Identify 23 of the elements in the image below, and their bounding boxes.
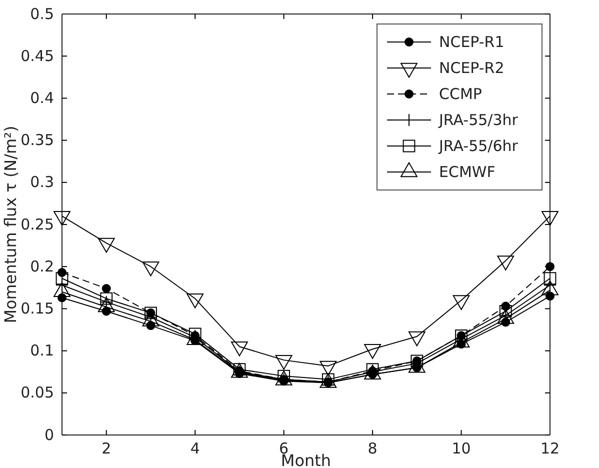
y-tick-label: 0.5 (30, 4, 54, 23)
legend-label: ECMWF (439, 163, 496, 181)
y-tick-label: 0.4 (30, 89, 54, 107)
y-tick-label: 0.25 (20, 215, 54, 234)
x-tick-label: 8 (368, 440, 378, 458)
y-tick-label: 0.2 (30, 257, 54, 276)
y-tick-label: 0 (44, 426, 54, 444)
y-axis-title: Momentum flux τ (N/m²) (1, 126, 20, 324)
legend-label: NCEP-R1 (439, 33, 504, 51)
legend-label: JRA-55/6hr (438, 137, 519, 155)
x-tick-label: 10 (452, 440, 471, 458)
legend-label: JRA-55/3hr (438, 111, 519, 129)
y-tick-label: 0.35 (20, 131, 54, 150)
x-tick-label: 4 (190, 440, 200, 458)
y-tick-label: 0.45 (20, 46, 54, 65)
y-tick-label: 0.05 (20, 384, 54, 402)
legend-label: NCEP-R2 (439, 59, 504, 77)
x-tick-label: 2 (102, 440, 112, 458)
legend-label: CCMP (439, 85, 482, 103)
y-tick-label: 0.1 (30, 342, 54, 360)
x-tick-label: 12 (540, 440, 560, 458)
y-tick-label: 0.15 (20, 300, 54, 318)
y-tick-label: 0.3 (30, 173, 54, 192)
